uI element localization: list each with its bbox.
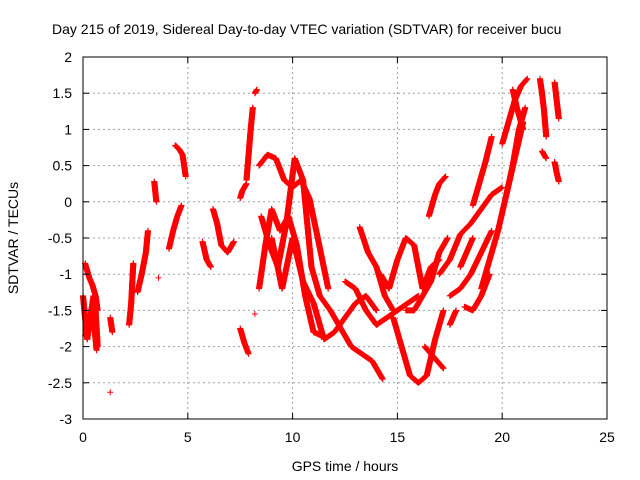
series-s13 — [209, 206, 237, 256]
series-s3 — [82, 318, 100, 354]
series-s9 — [155, 274, 162, 281]
data-point — [107, 389, 114, 396]
data-layer — [80, 75, 562, 396]
series-s10 — [165, 202, 185, 252]
data-point — [144, 227, 151, 234]
data-point — [230, 238, 237, 245]
data-point — [155, 274, 162, 281]
series-s7 — [134, 227, 151, 296]
series-s14 — [237, 180, 250, 202]
data-point — [93, 347, 100, 354]
data-point — [207, 263, 214, 270]
data-point — [130, 260, 137, 267]
data-point — [94, 307, 101, 314]
series-s6 — [126, 260, 137, 328]
data-point — [109, 329, 116, 336]
series-s11 — [172, 142, 189, 180]
data-point — [182, 173, 189, 180]
series-s5 — [107, 314, 116, 336]
data-point — [153, 198, 160, 205]
series-s12 — [199, 238, 214, 270]
series-s15 — [237, 325, 252, 357]
data-point — [178, 202, 185, 209]
series-s4 — [107, 389, 114, 396]
series-s8 — [151, 178, 160, 205]
